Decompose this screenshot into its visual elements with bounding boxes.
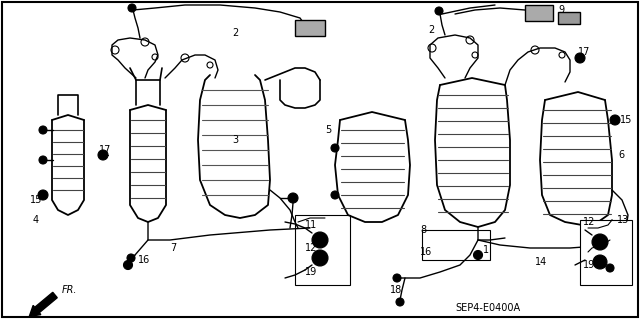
Text: 16: 16 xyxy=(420,247,432,257)
Text: 19: 19 xyxy=(583,260,595,270)
Circle shape xyxy=(331,191,339,199)
Text: 11: 11 xyxy=(305,220,317,230)
Circle shape xyxy=(593,255,607,269)
Text: 15: 15 xyxy=(30,195,42,205)
Bar xyxy=(422,230,490,260)
Text: 9: 9 xyxy=(558,5,564,15)
Text: 14: 14 xyxy=(535,257,547,267)
Circle shape xyxy=(312,232,328,248)
Text: 3: 3 xyxy=(232,135,238,145)
Text: 15: 15 xyxy=(620,115,632,125)
Text: 2: 2 xyxy=(232,28,238,38)
Text: SEP4-E0400A: SEP4-E0400A xyxy=(455,303,520,313)
Text: 6: 6 xyxy=(618,150,624,160)
Circle shape xyxy=(288,193,298,203)
Circle shape xyxy=(331,144,339,152)
Text: 16: 16 xyxy=(138,255,150,265)
Circle shape xyxy=(396,298,404,306)
Bar xyxy=(580,220,632,285)
Bar xyxy=(525,5,553,21)
Circle shape xyxy=(610,115,620,125)
Circle shape xyxy=(312,250,328,266)
Circle shape xyxy=(98,150,108,160)
Text: 2: 2 xyxy=(428,25,435,35)
Circle shape xyxy=(474,250,483,259)
Circle shape xyxy=(435,7,443,15)
Circle shape xyxy=(39,156,47,164)
Circle shape xyxy=(575,53,585,63)
Bar xyxy=(295,20,325,36)
Circle shape xyxy=(39,126,47,134)
Text: 12: 12 xyxy=(583,217,595,227)
Circle shape xyxy=(393,274,401,282)
Circle shape xyxy=(128,4,136,12)
Circle shape xyxy=(592,234,608,250)
Circle shape xyxy=(124,261,132,270)
Text: 8: 8 xyxy=(420,225,426,235)
Text: 4: 4 xyxy=(33,215,39,225)
Text: 12: 12 xyxy=(305,243,317,253)
Text: 19: 19 xyxy=(305,267,317,277)
Text: FR.: FR. xyxy=(62,285,77,295)
Text: 1: 1 xyxy=(483,245,489,255)
Text: 10: 10 xyxy=(296,28,308,38)
Text: 7: 7 xyxy=(170,243,176,253)
Text: 5: 5 xyxy=(325,125,332,135)
Text: 18: 18 xyxy=(390,285,403,295)
Circle shape xyxy=(127,254,135,262)
Circle shape xyxy=(38,190,48,200)
Text: 17: 17 xyxy=(578,47,590,57)
Text: 13: 13 xyxy=(617,215,629,225)
Text: 17: 17 xyxy=(99,145,111,155)
Circle shape xyxy=(606,264,614,272)
Bar xyxy=(558,12,580,24)
Bar xyxy=(295,215,350,285)
FancyArrow shape xyxy=(29,292,57,316)
